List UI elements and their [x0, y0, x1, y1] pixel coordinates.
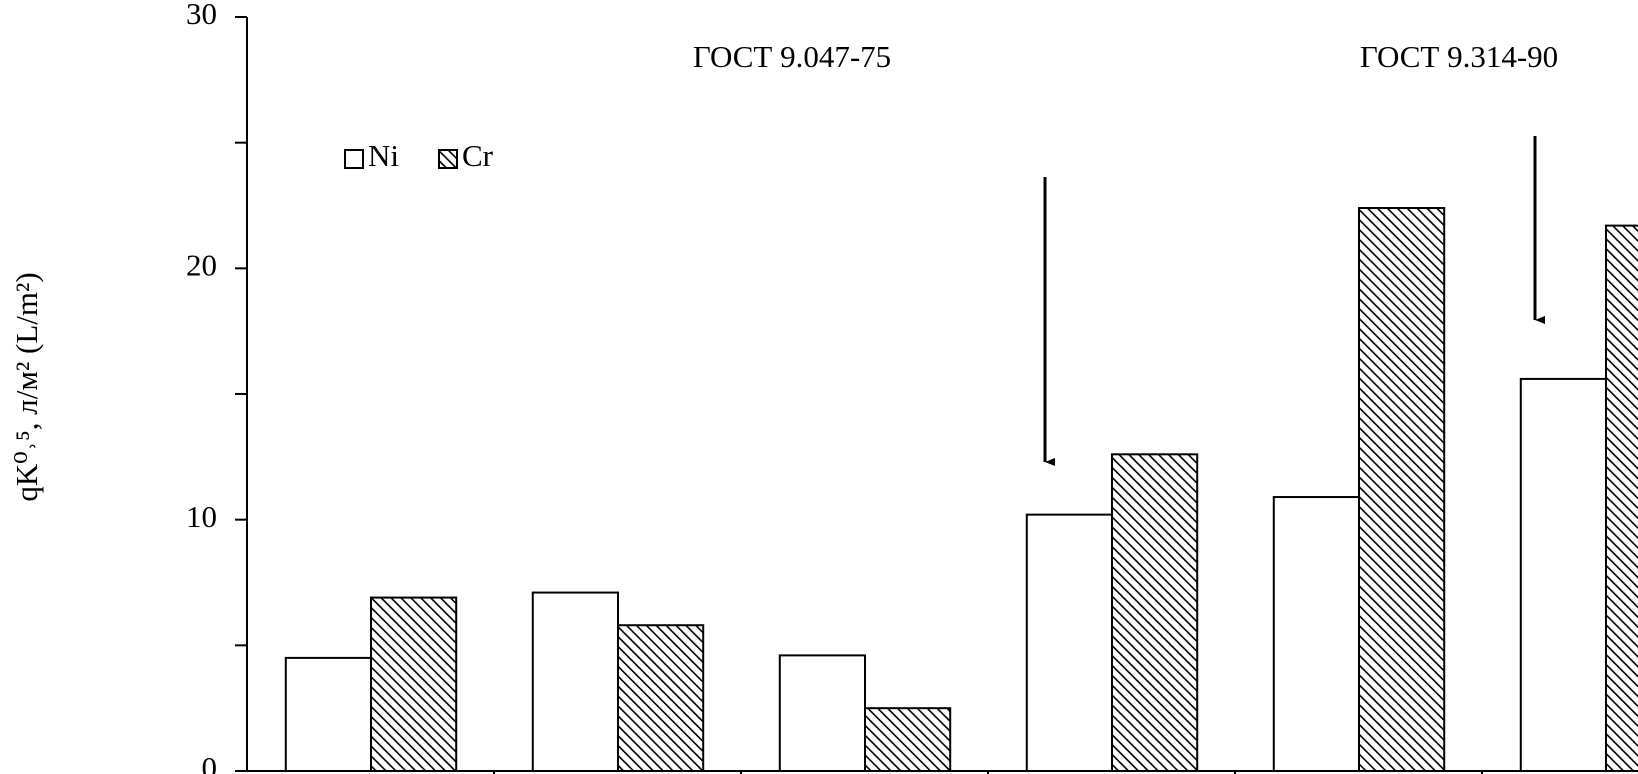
bar: [863, 707, 952, 773]
y-axis-label: qK⁰˒⁵, л/м² (L/m²): [9, 272, 44, 501]
bar: [1604, 224, 1638, 772]
bar: [1519, 377, 1607, 772]
bar: [1272, 496, 1360, 772]
legend-label: Cr: [462, 138, 494, 173]
bar: [369, 596, 458, 773]
y-tick-label: 0: [202, 750, 218, 774]
legend-label: Ni: [368, 138, 399, 173]
y-tick-label: 30: [186, 0, 217, 31]
legend-swatch: [344, 149, 364, 169]
bar: [531, 591, 619, 773]
bar: [1110, 453, 1199, 772]
y-tick-label: 20: [186, 247, 217, 282]
y-tick-label: 10: [186, 499, 217, 534]
bar: [778, 654, 866, 772]
annotation: ГОСТ 9.314-90: [1360, 39, 1558, 74]
bar: [616, 624, 705, 773]
bar: [284, 656, 372, 773]
annotation: ГОСТ 9.047-75: [693, 39, 891, 74]
legend-swatch: [438, 149, 458, 169]
bar: [1357, 207, 1446, 773]
bar: [1025, 513, 1113, 772]
